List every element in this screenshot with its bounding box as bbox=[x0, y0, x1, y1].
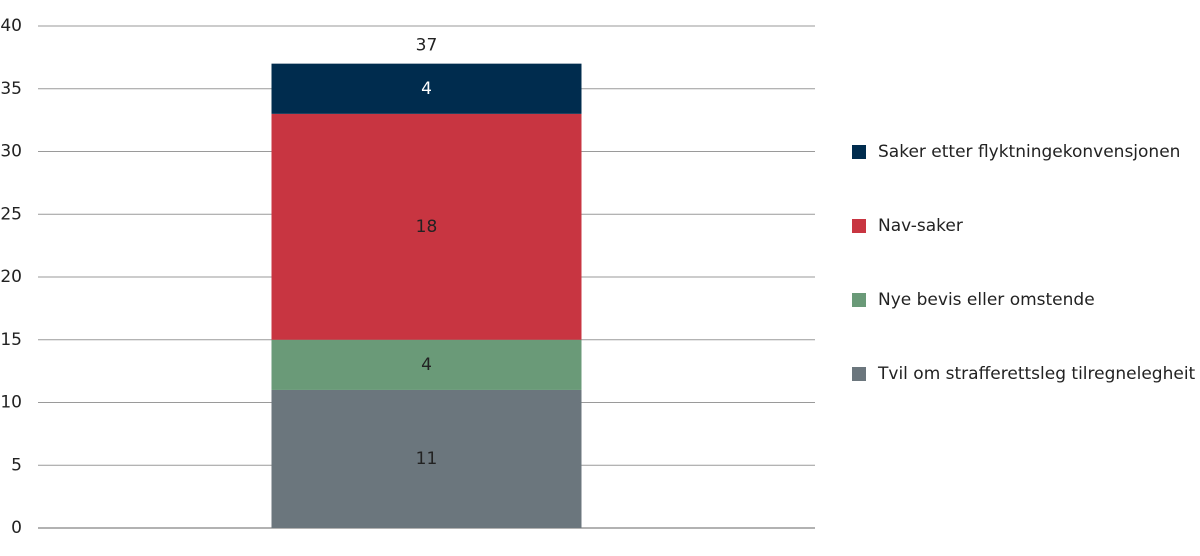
y-tick-label: 40 bbox=[0, 16, 22, 36]
data-label: 4 bbox=[421, 355, 432, 375]
legend-label: Tvil om strafferettsleg tilregnelegheit bbox=[877, 364, 1196, 384]
legend-swatch bbox=[852, 367, 866, 381]
y-tick-label: 30 bbox=[0, 142, 22, 162]
y-tick-label: 35 bbox=[0, 79, 22, 99]
y-tick-label: 5 bbox=[11, 455, 22, 475]
legend-label: Saker etter flyktningekonvensjonen bbox=[878, 142, 1180, 162]
legend-label: Nye bevis eller omstende bbox=[878, 290, 1095, 310]
data-label: 11 bbox=[416, 449, 438, 469]
y-tick-label: 10 bbox=[0, 393, 22, 413]
bar-segment bbox=[271, 113, 582, 340]
legend-label: Nav-saker bbox=[878, 216, 963, 236]
legend-swatch bbox=[852, 145, 866, 159]
total-label: 37 bbox=[416, 36, 438, 56]
bar-segment bbox=[271, 389, 582, 528]
data-label: 18 bbox=[416, 217, 438, 237]
y-tick-label: 20 bbox=[0, 267, 22, 287]
y-tick-label: 0 bbox=[11, 518, 22, 538]
legend-swatch bbox=[852, 219, 866, 233]
data-label: 4 bbox=[421, 79, 432, 99]
y-tick-label: 15 bbox=[0, 330, 22, 350]
bar-segment bbox=[271, 339, 582, 390]
y-tick-label: 25 bbox=[0, 204, 22, 224]
legend-swatch bbox=[852, 293, 866, 307]
bar-segment bbox=[271, 63, 582, 114]
